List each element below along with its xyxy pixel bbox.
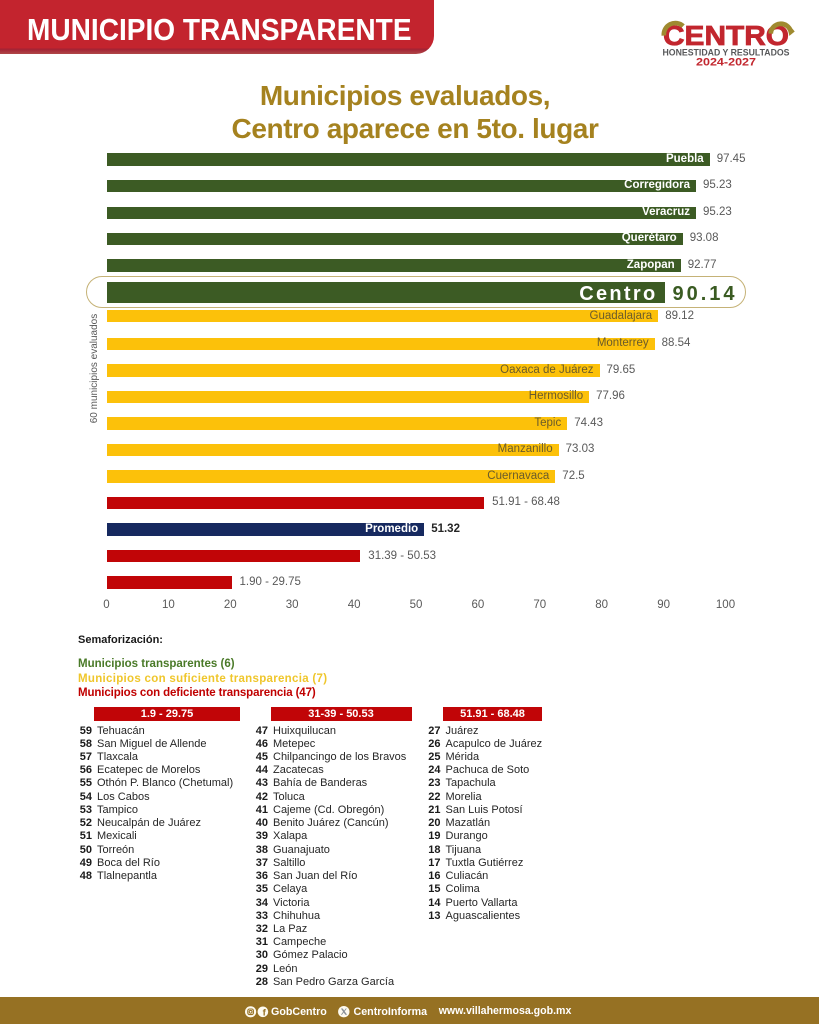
svg-text:HONESTIDAD Y RESULTADOS: HONESTIDAD Y RESULTADOS [663, 48, 790, 59]
svg-text:f: f [263, 1007, 267, 1017]
svg-text:2024-2027: 2024-2027 [696, 57, 756, 69]
